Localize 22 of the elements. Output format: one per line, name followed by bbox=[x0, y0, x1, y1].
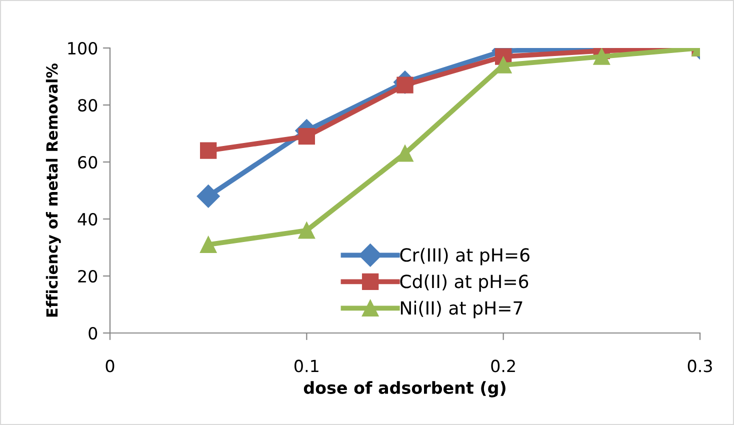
x-tick-label: 0.2 bbox=[491, 360, 515, 372]
y-tick-label: 40 bbox=[78, 212, 98, 226]
y-tick-label: 60 bbox=[78, 156, 98, 169]
point bbox=[196, 184, 220, 208]
point bbox=[298, 222, 315, 239]
point bbox=[200, 236, 217, 253]
y-axis-title: Efficiency of metal Removal% bbox=[46, 63, 61, 317]
y-tick-label: 20 bbox=[78, 270, 98, 283]
point bbox=[298, 128, 315, 145]
x-tick-label: 0 bbox=[106, 360, 114, 372]
legend-label: Ni(II) at pH=7 bbox=[400, 300, 522, 318]
y-tick-label: 80 bbox=[78, 98, 98, 112]
y-tick-label: 100 bbox=[68, 42, 98, 55]
y-tick-label: 0 bbox=[88, 326, 98, 340]
point bbox=[200, 142, 217, 159]
legend-label: Cr(III) at pH=6 bbox=[400, 248, 530, 266]
point bbox=[593, 48, 610, 65]
point bbox=[396, 145, 414, 162]
legend-label: Cd(II) at pH=6 bbox=[400, 274, 528, 292]
x-axis-title: dose of adsorbent (g) bbox=[304, 381, 506, 398]
x-tick-label: 0.3 bbox=[688, 360, 712, 372]
x-tick-label: 0.1 bbox=[294, 360, 318, 372]
